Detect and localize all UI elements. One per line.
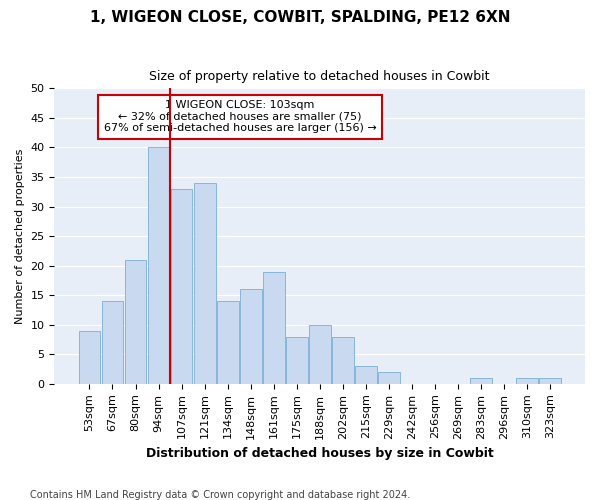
Bar	[286, 336, 308, 384]
Bar	[194, 183, 215, 384]
Bar	[516, 378, 538, 384]
Y-axis label: Number of detached properties: Number of detached properties	[15, 148, 25, 324]
Bar	[217, 301, 239, 384]
Text: Contains HM Land Registry data © Crown copyright and database right 2024.: Contains HM Land Registry data © Crown c…	[30, 490, 410, 500]
Bar	[101, 301, 124, 384]
Bar	[332, 336, 353, 384]
Bar	[470, 378, 492, 384]
Bar	[125, 260, 146, 384]
Bar	[539, 378, 561, 384]
Bar	[378, 372, 400, 384]
Bar	[170, 189, 193, 384]
Bar	[239, 290, 262, 384]
Title: Size of property relative to detached houses in Cowbit: Size of property relative to detached ho…	[149, 70, 490, 83]
Bar	[79, 330, 100, 384]
X-axis label: Distribution of detached houses by size in Cowbit: Distribution of detached houses by size …	[146, 447, 494, 460]
Bar	[263, 272, 284, 384]
Text: 1 WIGEON CLOSE: 103sqm
← 32% of detached houses are smaller (75)
67% of semi-det: 1 WIGEON CLOSE: 103sqm ← 32% of detached…	[104, 100, 376, 134]
Bar	[355, 366, 377, 384]
Text: 1, WIGEON CLOSE, COWBIT, SPALDING, PE12 6XN: 1, WIGEON CLOSE, COWBIT, SPALDING, PE12 …	[90, 10, 510, 25]
Bar	[148, 148, 169, 384]
Bar	[309, 324, 331, 384]
